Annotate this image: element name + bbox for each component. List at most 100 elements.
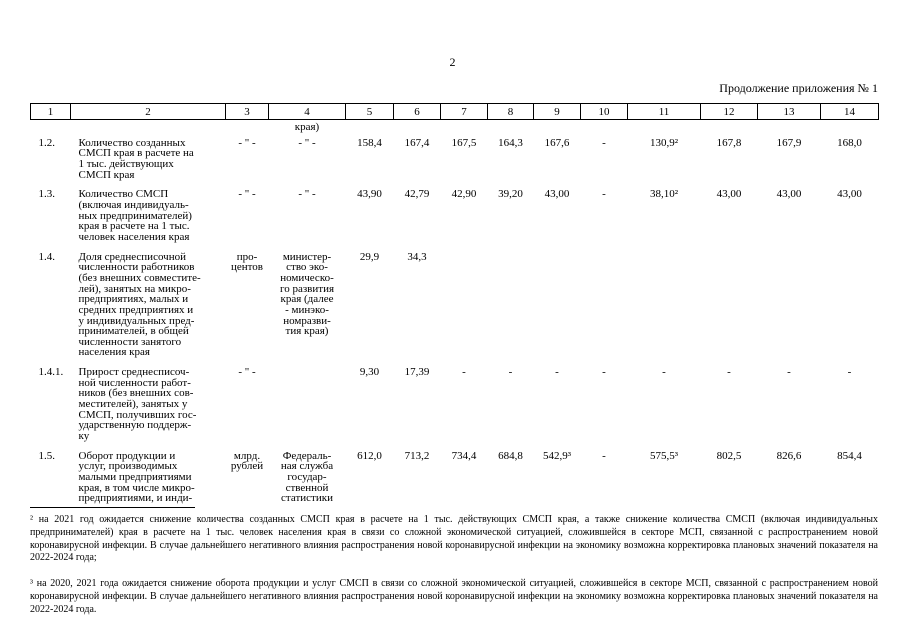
value-cell: -: [602, 136, 606, 149]
source-cell: [269, 365, 346, 449]
value-cell: 43,90: [357, 188, 382, 201]
footnotes-section: ² на 2021 год ожидается снижение количес…: [30, 507, 878, 630]
value-cell: -: [602, 366, 606, 379]
value-cell: 158,4: [357, 136, 382, 149]
table-row: 1.3. Количество СМСП (включая индивидуал…: [31, 187, 879, 249]
value-cell: [534, 250, 581, 366]
value-cell: [758, 250, 821, 366]
empty-cell: [394, 120, 441, 136]
footnote: ² на 2021 год ожидается снижение количес…: [30, 514, 878, 564]
value-cell: 34,3: [407, 250, 427, 263]
unit-cell: - " -: [238, 188, 256, 201]
column-header: 14: [820, 103, 879, 120]
column-header: 3: [225, 103, 269, 120]
value-cell: 17,39: [404, 366, 430, 379]
unit-cell: млрд. рублей: [230, 449, 264, 473]
column-header: 13: [757, 103, 821, 120]
source-cell: - " -: [298, 188, 316, 201]
column-header: 1: [30, 103, 71, 120]
value-cell: -: [555, 366, 559, 379]
source-cell: министер- ство эко- номическо- го развит…: [279, 250, 335, 338]
value-cell: 854,4: [837, 449, 862, 462]
value-cell: -: [787, 366, 791, 379]
column-header: 10: [580, 103, 628, 120]
value-cell: -: [462, 366, 466, 379]
indicator-name: Количество созданных СМСП края в расчете…: [78, 136, 194, 181]
table-row: 1.5. Оборот продукции и услуг, производи…: [31, 449, 879, 511]
value-cell: 168,0: [837, 136, 862, 149]
empty-cell: [701, 120, 758, 136]
empty-cell: [628, 120, 701, 136]
empty-cell: [346, 120, 394, 136]
unit-cell: - " -: [238, 136, 256, 149]
column-header: 12: [700, 103, 758, 120]
value-cell: [628, 250, 701, 366]
value-cell: 684,8: [498, 449, 523, 462]
carryover-row: края): [31, 120, 879, 136]
row-number: 1.4.: [38, 250, 56, 263]
empty-cell: [31, 120, 71, 136]
column-header: 5: [345, 103, 394, 120]
value-cell: [701, 250, 758, 366]
row-number: 1.3.: [38, 188, 56, 201]
value-cell: 43,00: [544, 188, 570, 201]
value-cell: 43,00: [716, 188, 742, 201]
value-cell: 542,9³: [542, 449, 572, 462]
value-cell: 164,3: [498, 136, 523, 149]
empty-cell: [821, 120, 879, 136]
value-cell: -: [602, 449, 606, 462]
indicator-name: Доля среднесписочной численности работни…: [78, 250, 201, 359]
value-cell: 167,9: [776, 136, 802, 149]
value-cell: 39,20: [498, 188, 523, 201]
value-cell: 167,5: [451, 136, 477, 149]
row-number: 1.2.: [38, 136, 56, 149]
data-table: 1 2 3 4 5 6 7 8 9 10 11 12 13 14 края: [30, 103, 879, 511]
value-cell: 167,6: [544, 136, 570, 149]
footnote: ³ на 2020, 2021 года ожидается снижение …: [30, 578, 878, 615]
value-cell: 42,79: [404, 188, 430, 201]
empty-cell: [488, 120, 534, 136]
value-cell: 167,4: [404, 136, 430, 149]
row-number: 1.5.: [38, 449, 56, 462]
value-cell: -: [508, 366, 513, 379]
footnote-separator: [30, 507, 195, 508]
column-header: 11: [627, 103, 701, 120]
source-cell: Федераль- ная служба государ- ственной с…: [280, 449, 334, 505]
indicator-name: Прирост среднесписоч- ной численности ра…: [78, 366, 197, 443]
column-header: 6: [393, 103, 441, 120]
column-header: 2: [70, 103, 226, 120]
value-cell: 734,4: [451, 449, 477, 462]
value-cell: -: [662, 366, 666, 379]
value-cell: 826,6: [776, 449, 802, 462]
table-row: 1.4.1. Прирост среднесписоч- ной численн…: [31, 365, 879, 449]
value-cell: 802,5: [716, 449, 742, 462]
column-header: 9: [533, 103, 581, 120]
value-cell: -: [847, 366, 852, 379]
row-number: 1.4.1.: [38, 366, 64, 379]
value-cell: 612,0: [357, 449, 382, 462]
source-cell: - " -: [298, 136, 316, 149]
empty-cell: [758, 120, 821, 136]
value-cell: -: [727, 366, 731, 379]
value-cell: [441, 250, 488, 366]
value-cell: 43,00: [776, 188, 802, 201]
column-header: 7: [440, 103, 488, 120]
unit-cell: про- центов: [230, 250, 263, 274]
value-cell: -: [602, 188, 606, 201]
value-cell: 9,30: [359, 366, 380, 379]
table-row: 1.4. Доля среднесписочной численности ра…: [31, 250, 879, 366]
value-cell: 29,9: [359, 250, 380, 263]
unit-cell: - " -: [238, 366, 256, 379]
header-row: 1 2 3 4 5 6 7 8 9 10 11 12 13 14: [30, 103, 879, 120]
indicator-name: Оборот продукции и услуг, производимых м…: [78, 449, 195, 505]
value-cell: 713,2: [404, 449, 430, 462]
value-cell: 167,8: [716, 136, 742, 149]
page-number: 2: [449, 55, 456, 69]
carryover-text: края): [294, 121, 320, 133]
empty-cell: [441, 120, 488, 136]
value-cell: [488, 250, 534, 366]
empty-cell: [226, 120, 269, 136]
value-cell: 43,00: [837, 188, 862, 201]
column-header: 4: [268, 103, 346, 120]
